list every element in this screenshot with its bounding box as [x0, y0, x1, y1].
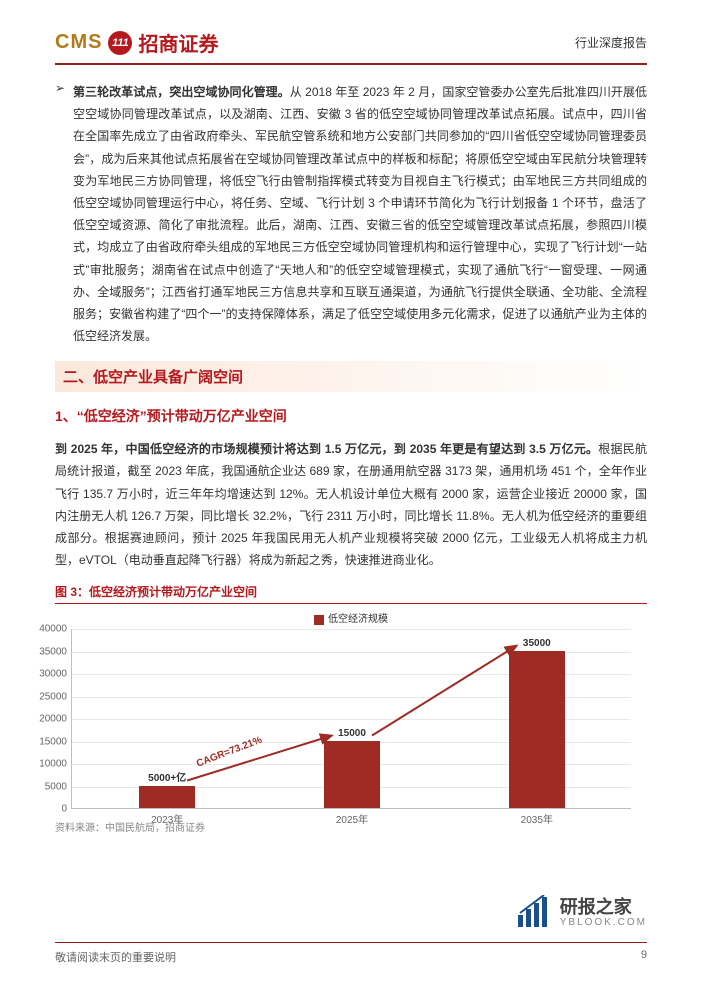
body-text: 第三轮改革试点，突出空域协同化管理。从 2018 年至 2023 年 2 月，国…	[73, 81, 647, 347]
chart-legend: 低空经济规模	[55, 610, 647, 625]
figure-title: 图 3：低空经济预计带动万亿产业空间	[55, 583, 647, 604]
logo-cn: 招商证券	[138, 28, 218, 57]
page-footer: 敬请阅读末页的重要说明 9	[55, 942, 647, 965]
y-tick: 40000	[32, 624, 67, 635]
watermark-icon	[516, 895, 552, 931]
footer-note: 敬请阅读末页的重要说明	[55, 949, 176, 965]
watermark-en: YBLOOK.COM	[560, 917, 647, 928]
y-tick: 15000	[32, 736, 67, 747]
bullet-lead: 第三轮改革试点，突出空域协同化管理。	[73, 85, 290, 99]
watermark-cn: 研报之家	[560, 898, 647, 918]
para2-body: 根据民航局统计报道，截至 2023 年底，我国通航企业达 689 家，在册通用航…	[55, 442, 647, 567]
section-heading-2: 二、低空产业具备广阔空间	[55, 361, 647, 392]
section-heading-3: 1、“低空经济”预计带动万亿产业空间	[55, 406, 647, 426]
document-type: 行业深度报告	[575, 34, 647, 51]
watermark: 研报之家 YBLOOK.COM	[516, 895, 647, 931]
chart-container: 低空经济规模 050001000015000200002500030000350…	[55, 604, 647, 813]
x-tick: 2025年	[322, 811, 382, 826]
y-tick: 5000	[32, 781, 67, 792]
y-tick: 0	[32, 804, 67, 815]
bar-chart: 0500010000150002000025000300003500040000…	[71, 629, 631, 809]
legend-swatch	[314, 615, 324, 625]
y-tick: 30000	[32, 669, 67, 680]
x-tick: 2035年	[507, 811, 567, 826]
logo-badge: 111	[108, 31, 132, 55]
page-header: CMS 111 招商证券 行业深度报告	[55, 28, 647, 65]
legend-label: 低空经济规模	[328, 614, 388, 625]
bullet-body: 从 2018 年至 2023 年 2 月，国家空管委办公室先后批准四川开展低空空…	[73, 85, 647, 343]
x-tick: 2023年	[137, 811, 197, 826]
brand-logo: CMS 111 招商证券	[55, 28, 218, 57]
y-tick: 35000	[32, 646, 67, 657]
page-number: 9	[641, 949, 647, 965]
bullet-marker: ➢	[55, 81, 73, 347]
y-tick: 20000	[32, 714, 67, 725]
y-tick: 25000	[32, 691, 67, 702]
trend-arrows	[72, 629, 632, 809]
logo-en: CMS	[55, 31, 102, 54]
bullet-paragraph: ➢ 第三轮改革试点，突出空域协同化管理。从 2018 年至 2023 年 2 月…	[55, 81, 647, 347]
paragraph-2: 到 2025 年，中国低空经济的市场规模预计将达到 1.5 万亿元，到 2035…	[55, 438, 647, 571]
para2-lead: 到 2025 年，中国低空经济的市场规模预计将达到 1.5 万亿元，到 2035…	[55, 442, 598, 456]
y-tick: 10000	[32, 759, 67, 770]
